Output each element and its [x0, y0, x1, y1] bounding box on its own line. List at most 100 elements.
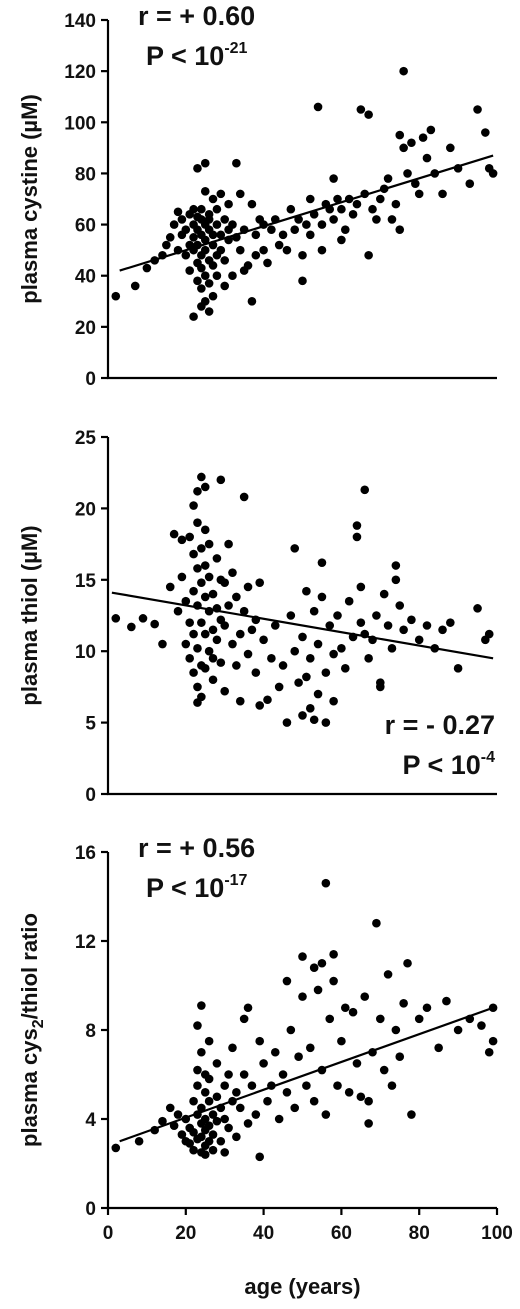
data-point [228, 220, 237, 229]
data-point [111, 614, 121, 623]
data-point [356, 1092, 366, 1102]
data-point [212, 204, 222, 214]
data-point [220, 1148, 229, 1157]
data-point [317, 592, 327, 602]
data-point [212, 220, 222, 229]
data-point [197, 284, 206, 293]
data-point [321, 1110, 331, 1119]
data-point [204, 279, 214, 288]
data-point [243, 261, 253, 270]
data-point [197, 578, 206, 587]
data-point [232, 592, 241, 602]
data-point [197, 263, 206, 273]
data-point [387, 1081, 397, 1090]
data-point [200, 296, 210, 306]
data-point [259, 245, 268, 255]
data-point [220, 281, 229, 291]
data-point [305, 1043, 315, 1053]
y-tick-label: 12 [75, 932, 96, 953]
data-point [364, 110, 373, 119]
chart-panel-3: 0 4 8 12 16 0 20 40 60 80 100 plasma cys2/thiol rat… [17, 833, 513, 1299]
data-point [446, 618, 455, 627]
data-point [364, 1096, 373, 1106]
data-point [224, 199, 233, 209]
data-point [197, 1103, 206, 1113]
data-point [263, 1096, 272, 1106]
data-point [313, 689, 323, 699]
data-point [220, 215, 229, 224]
y-tick-label: 25 [75, 428, 97, 449]
data-point [309, 963, 319, 972]
data-point [403, 169, 412, 178]
data-point [255, 578, 265, 587]
data-point [325, 621, 335, 630]
data-point [228, 271, 237, 281]
data-point [185, 532, 194, 542]
data-point [162, 240, 171, 250]
data-point [274, 240, 284, 250]
data-point [228, 1043, 237, 1053]
data-point [189, 549, 198, 559]
data-point [239, 492, 249, 502]
data-point [181, 250, 191, 260]
correlation-label: r = + 0.60 [138, 1, 255, 31]
data-point [309, 715, 319, 725]
data-point [376, 194, 385, 204]
data-point [274, 1114, 284, 1124]
data-point [340, 225, 350, 234]
data-point [403, 958, 412, 968]
data-point [193, 644, 202, 653]
axis-lines [106, 852, 497, 1210]
correlation-label: r = + 0.56 [138, 833, 255, 863]
data-point [197, 1047, 206, 1057]
data-point [235, 696, 245, 706]
data-point [200, 664, 210, 673]
data-point [263, 695, 272, 705]
data-point [193, 682, 202, 692]
data-point [329, 696, 338, 706]
data-point [216, 1136, 226, 1146]
data-point [247, 199, 257, 209]
data-point [298, 992, 307, 1001]
data-point [379, 589, 389, 599]
data-point [243, 1119, 253, 1128]
data-point [376, 678, 385, 687]
data-point [224, 1123, 233, 1133]
data-point [204, 307, 214, 316]
data-point [422, 153, 432, 163]
data-point [111, 1143, 121, 1153]
y-tick-label: 16 [75, 843, 96, 864]
data-point [302, 586, 311, 596]
data-point [286, 1025, 296, 1035]
x-tick-label: 40 [253, 1223, 274, 1244]
data-point [352, 532, 362, 542]
data-point [337, 235, 346, 245]
data-point [329, 215, 338, 224]
data-point [438, 189, 447, 199]
data-point [352, 199, 362, 209]
regression-line [111, 591, 494, 660]
data-point [453, 664, 463, 673]
data-point [224, 539, 233, 549]
data-point [177, 1130, 187, 1139]
data-point [313, 102, 323, 112]
data-point [274, 682, 284, 692]
data-point [255, 701, 265, 710]
y-tick-label: 20 [75, 318, 96, 339]
data-point [235, 245, 245, 255]
data-point [228, 568, 237, 577]
data-point [200, 245, 210, 255]
data-point [158, 639, 167, 649]
data-point [298, 276, 307, 286]
data-point [294, 215, 303, 224]
data-point [414, 635, 424, 645]
y-tick-label: 15 [75, 571, 97, 592]
data-point [302, 1081, 311, 1090]
data-point [173, 1110, 183, 1119]
data-point [305, 194, 315, 204]
p-value-label: P < 10-21 [146, 40, 248, 71]
data-point [185, 654, 194, 663]
data-point [348, 1007, 358, 1017]
data-point [185, 266, 194, 275]
data-point [399, 66, 408, 76]
